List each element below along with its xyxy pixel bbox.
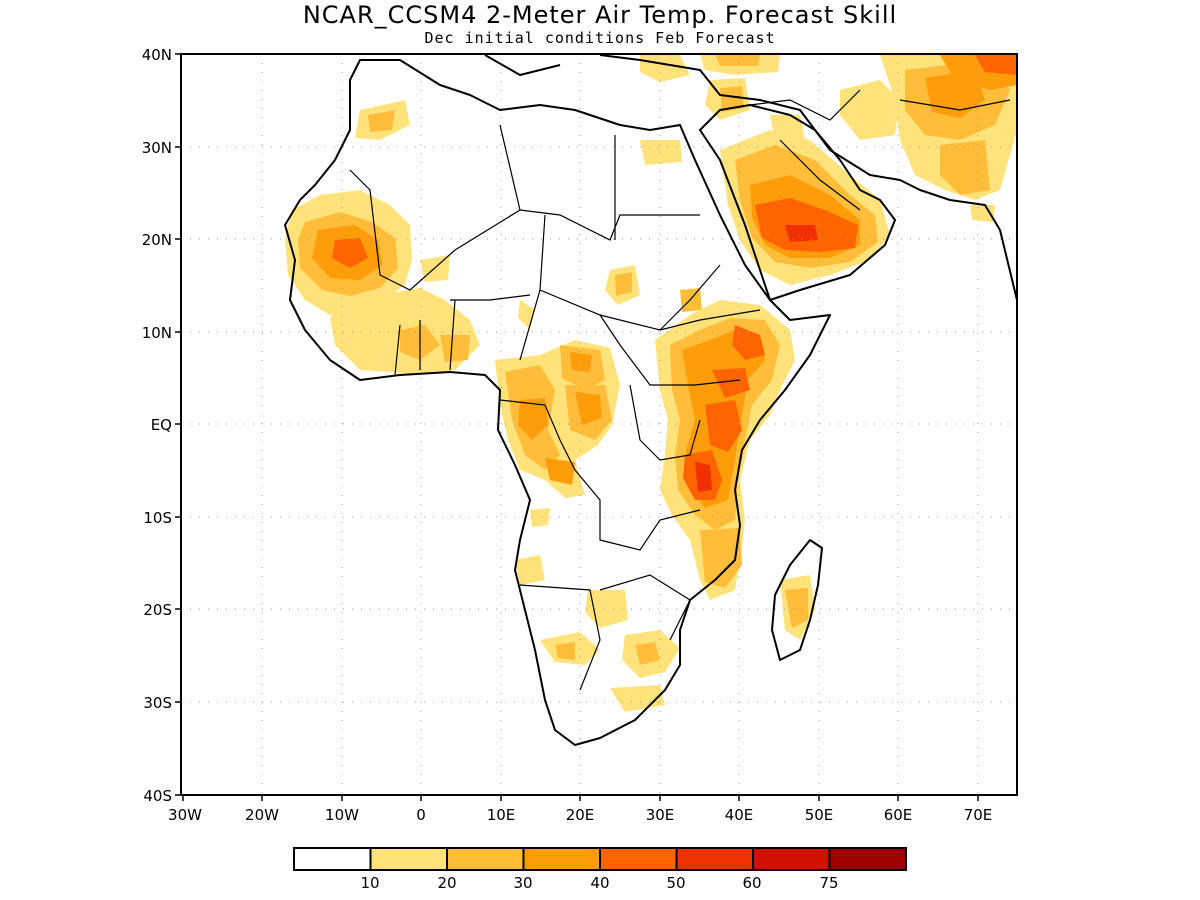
country-borders xyxy=(349,89,1011,691)
lon-label: 60E xyxy=(884,806,913,824)
lon-labels: 30W 20W 10W 0 10E 20E 30E 40E 50E 60E 70… xyxy=(168,806,992,824)
legend-label: 40 xyxy=(590,874,609,892)
lat-label: 20S xyxy=(143,601,172,619)
lat-label: EQ xyxy=(151,416,172,434)
lon-label: 50E xyxy=(805,806,834,824)
lat-label: 40S xyxy=(143,787,172,805)
legend-label: 60 xyxy=(742,874,761,892)
lat-label: 10N xyxy=(142,324,172,342)
lon-label: 20E xyxy=(566,806,595,824)
legend-label: 75 xyxy=(819,874,838,892)
lat-label: 10S xyxy=(143,509,172,527)
legend-label: 50 xyxy=(666,874,685,892)
lon-label: 10W xyxy=(325,806,359,824)
legend-swatch xyxy=(828,847,907,871)
map-title: NCAR_CCSM4 2-Meter Air Temp. Forecast Sk… xyxy=(302,1,898,29)
lat-label: 40N xyxy=(142,46,172,64)
legend-label: 30 xyxy=(513,874,532,892)
lon-label: 30W xyxy=(168,806,202,824)
lat-label: 30S xyxy=(143,694,172,712)
map-subtitle: Dec initial conditions Feb Forecast xyxy=(424,29,776,47)
tick-marks xyxy=(175,53,979,801)
skill-shading xyxy=(285,55,1017,712)
lon-label: 10E xyxy=(487,806,516,824)
legend-swatch xyxy=(293,847,372,871)
legend-swatch xyxy=(522,847,601,871)
lon-label: 40E xyxy=(725,806,754,824)
legend-swatch xyxy=(752,847,831,871)
legend-swatch xyxy=(599,847,678,871)
legend-label: 20 xyxy=(437,874,456,892)
lon-label: 30E xyxy=(646,806,675,824)
lon-label: 70E xyxy=(964,806,993,824)
legend-swatch xyxy=(675,847,754,871)
lat-label: 30N xyxy=(142,139,172,157)
lon-label: 20W xyxy=(245,806,279,824)
coastlines xyxy=(284,54,1017,746)
color-legend: 10 20 30 40 50 60 75 xyxy=(293,847,907,892)
legend-swatch xyxy=(446,847,525,871)
legend-label: 10 xyxy=(360,874,379,892)
lat-label: 20N xyxy=(142,231,172,249)
lat-labels: 40N 30N 20N 10N EQ 10S 20S 30S 40S xyxy=(142,46,172,805)
legend-swatch xyxy=(369,847,448,871)
lon-label: 0 xyxy=(416,806,426,824)
